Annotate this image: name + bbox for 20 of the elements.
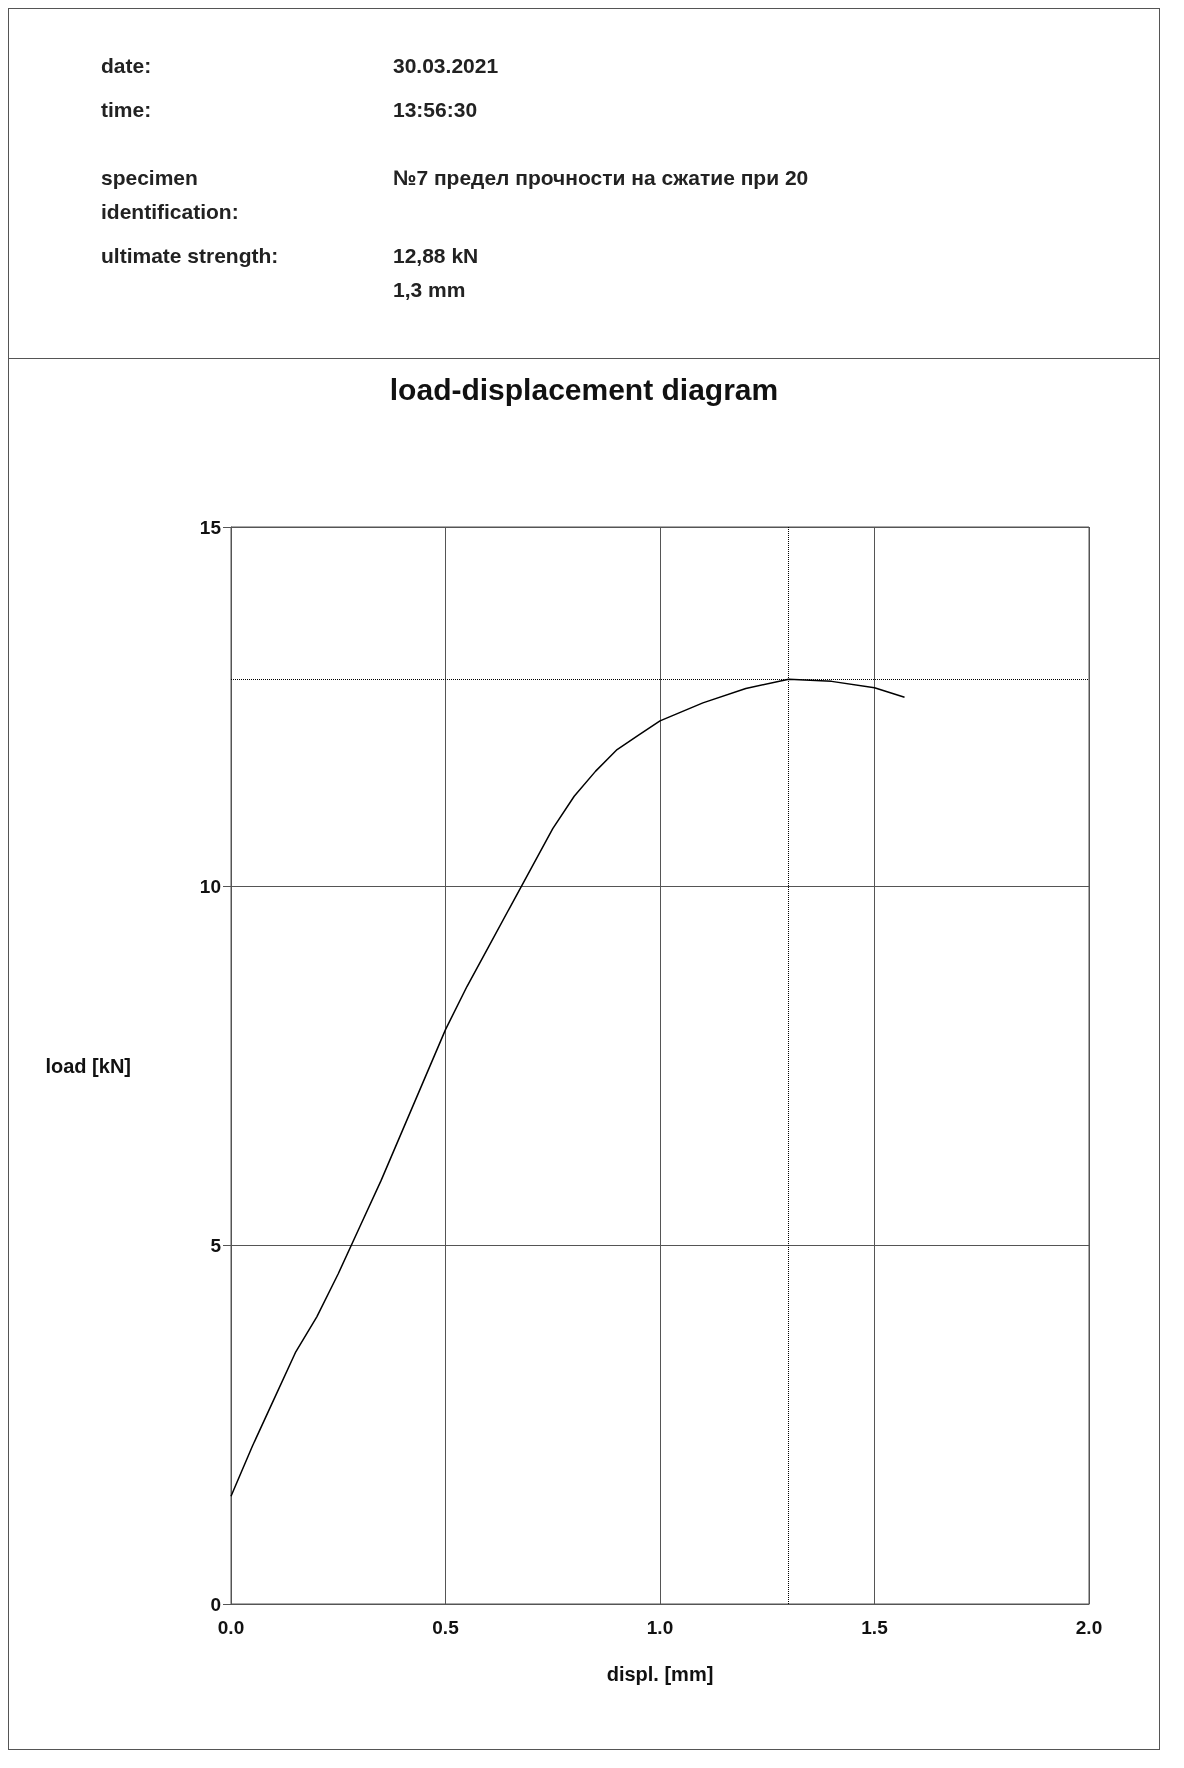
text: specimen identification: — [101, 165, 240, 225]
text: ultimate strength: — [101, 243, 280, 269]
y-tick-label: 0 — [210, 1593, 221, 1615]
x-tick-label: 1.0 — [646, 1617, 674, 1638]
y-axis-title: load [kN] — [45, 1054, 131, 1077]
y-tick-label: 5 — [210, 1234, 222, 1256]
text: 13:56:30 — [393, 97, 478, 123]
text: date: — [101, 53, 153, 79]
y-tick-label: 15 — [199, 516, 222, 538]
y-tick-label: 10 — [199, 875, 221, 897]
text: №7 предел прочности на сжатие при 20 — [393, 165, 809, 191]
chart-title: load-displacement diagram — [389, 372, 779, 406]
x-axis-title: displ. [mm] — [606, 1663, 714, 1685]
text: time: — [101, 97, 153, 123]
text: 12,88 kN 1,3 mm — [393, 243, 479, 303]
x-tick-label: 1.5 — [861, 1617, 889, 1638]
x-tick-label: 2.0 — [1075, 1617, 1103, 1638]
x-tick-label: 0.5 — [432, 1617, 460, 1638]
text: 30.03.2021 — [393, 53, 499, 79]
x-tick-label: 0.0 — [217, 1617, 245, 1638]
